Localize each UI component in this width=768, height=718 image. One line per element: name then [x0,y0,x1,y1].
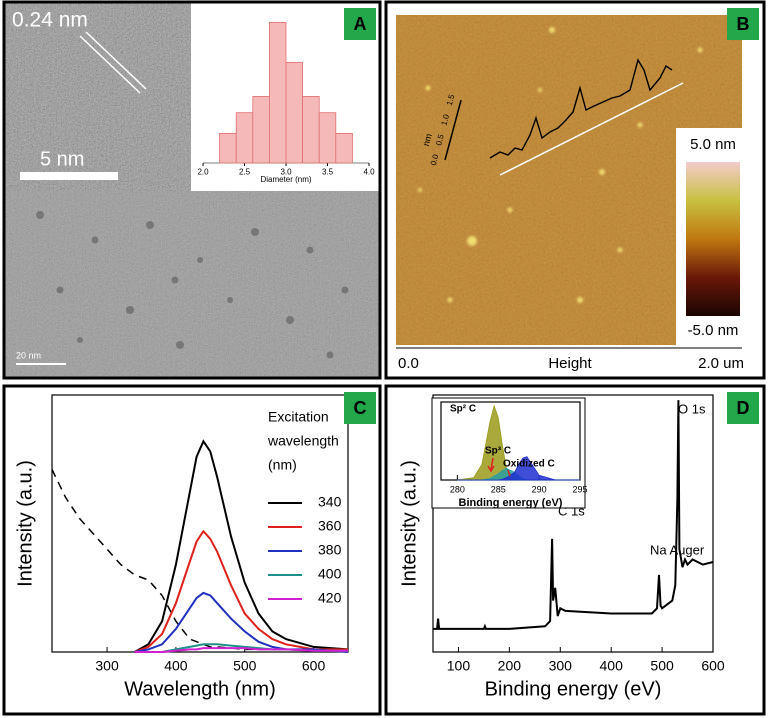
x-tick-label: 400 [164,657,188,673]
x-tick-label: 500 [650,657,674,673]
plot-frame [51,394,349,653]
panel-badge [344,8,376,40]
legend-title: (nm) [268,457,297,473]
height-profile [489,58,673,159]
scale-label: 5 nm [40,148,84,170]
colorbar [686,162,740,316]
panel-label: D [737,398,750,418]
panel-border [2,384,382,716]
charts: 2.0 2.5 3.0 3.5 4.0 Diameter (nm) 300 400 500 600… [14,21,725,700]
x-tick-label: 3.0 [280,167,292,176]
y-axis-label: Intensity (a.u.) [14,460,36,587]
lattice-line [79,35,141,94]
panel-label: C [354,398,367,418]
profile-tick-label: 0.5 [434,133,446,147]
peak-annotation: Na Auger [650,542,705,557]
histogram-bar [318,112,337,164]
peak-area [457,456,580,481]
legend-label: 360 [318,518,342,534]
tem-texture [5,191,379,377]
histogram-bar [252,96,270,164]
x-tick-label: 400 [600,657,624,673]
profile-tick-label: 0.0 [429,153,441,167]
axis-end: 2.0 um [698,355,744,372]
x-tick-label: 600 [302,657,326,673]
axis-start: 0.0 [398,355,419,372]
axis-label: Height [548,355,592,372]
x-tick-label: 290 [532,484,547,494]
y-axis-label: Intensity (a.u.) [398,460,420,587]
profile-unit: nm [421,132,434,147]
panel-b: 1.5 1.0 0.5 0.0 nm 5.0 nm -5.0 nm 0.0 Height… [384,0,766,380]
x-axis-label: Binding energy (eV) [459,497,563,509]
histogram-bar [335,132,353,164]
panel-border [384,0,766,380]
colorbar-min: -5.0 nm [688,322,739,339]
arrow [507,469,511,477]
x-tick-label: 2.5 [239,167,251,176]
data-line [134,529,348,653]
scale-bar [20,172,118,180]
x-tick-label: 600 [701,657,725,673]
inset-box [431,397,586,509]
x-tick-label: 2.0 [197,167,209,176]
x-tick-label: 100 [447,657,471,673]
panel-border [2,0,382,380]
legend-title: Excitation [268,409,329,425]
hrtem-texture [5,3,191,191]
x-tick-label: 200 [498,657,522,673]
x-tick-label: 300 [95,657,119,673]
x-tick-label: 295 [572,484,587,494]
histogram-bar [268,21,287,164]
profile-ticks: 1.5 1.0 0.5 0.0 nm [421,93,457,166]
histogram-bar [302,96,320,164]
panel-badge [727,392,759,424]
data-line [134,591,349,653]
legend-title: wavelength [267,433,339,449]
x-axis-label: Binding energy (eV) [485,678,662,700]
panel-label: A [354,14,367,34]
data-line [51,469,348,651]
colorbar-max: 5.0 nm [690,136,736,153]
panel-badge [727,8,759,40]
legend-label: 420 [318,590,342,606]
legend-label: 340 [318,494,342,510]
panel-border [384,384,766,716]
histogram-bar [235,112,254,164]
x-tick-label: 500 [233,657,257,673]
profile-line [499,82,684,176]
plot-frame [432,394,714,653]
peak-annotation: O 1s [678,401,706,416]
x-tick-label: 4.0 [363,167,375,176]
histogram-bar [285,61,304,164]
profile-scale [444,99,462,161]
data-line [134,647,348,653]
legend-label: 400 [318,566,342,582]
arrow [487,457,495,473]
peak-annotation: Oxidized C [503,459,555,470]
data-line [433,400,714,630]
peak-annotation: Sp² C [450,404,476,415]
profile-tick-label: 1.0 [440,113,452,127]
tem-particles [36,211,349,359]
histogram-bar [219,132,237,164]
afm-particles [418,27,703,303]
x-tick-label: 280 [450,484,465,494]
scale-label: 20 nm [16,350,41,360]
profile-tick-label: 1.5 [445,93,457,107]
peak-annotation: Sp³ C [485,446,511,457]
panel-a: 0.24 nm 5 nm 20 nm A [2,0,382,380]
x-axis-label: Diameter (nm) [260,175,311,184]
legend-label: 380 [318,542,342,558]
panel-label: B [737,14,750,34]
panel-badge [344,392,376,424]
lattice-line [85,31,147,90]
x-tick-label: 3.5 [322,167,334,176]
data-line [134,439,349,653]
x-tick-label: 285 [491,484,506,494]
x-axis-label: Wavelength (nm) [124,678,276,700]
lattice-spacing: 0.24 nm [12,9,88,32]
x-tick-label: 300 [549,657,573,673]
